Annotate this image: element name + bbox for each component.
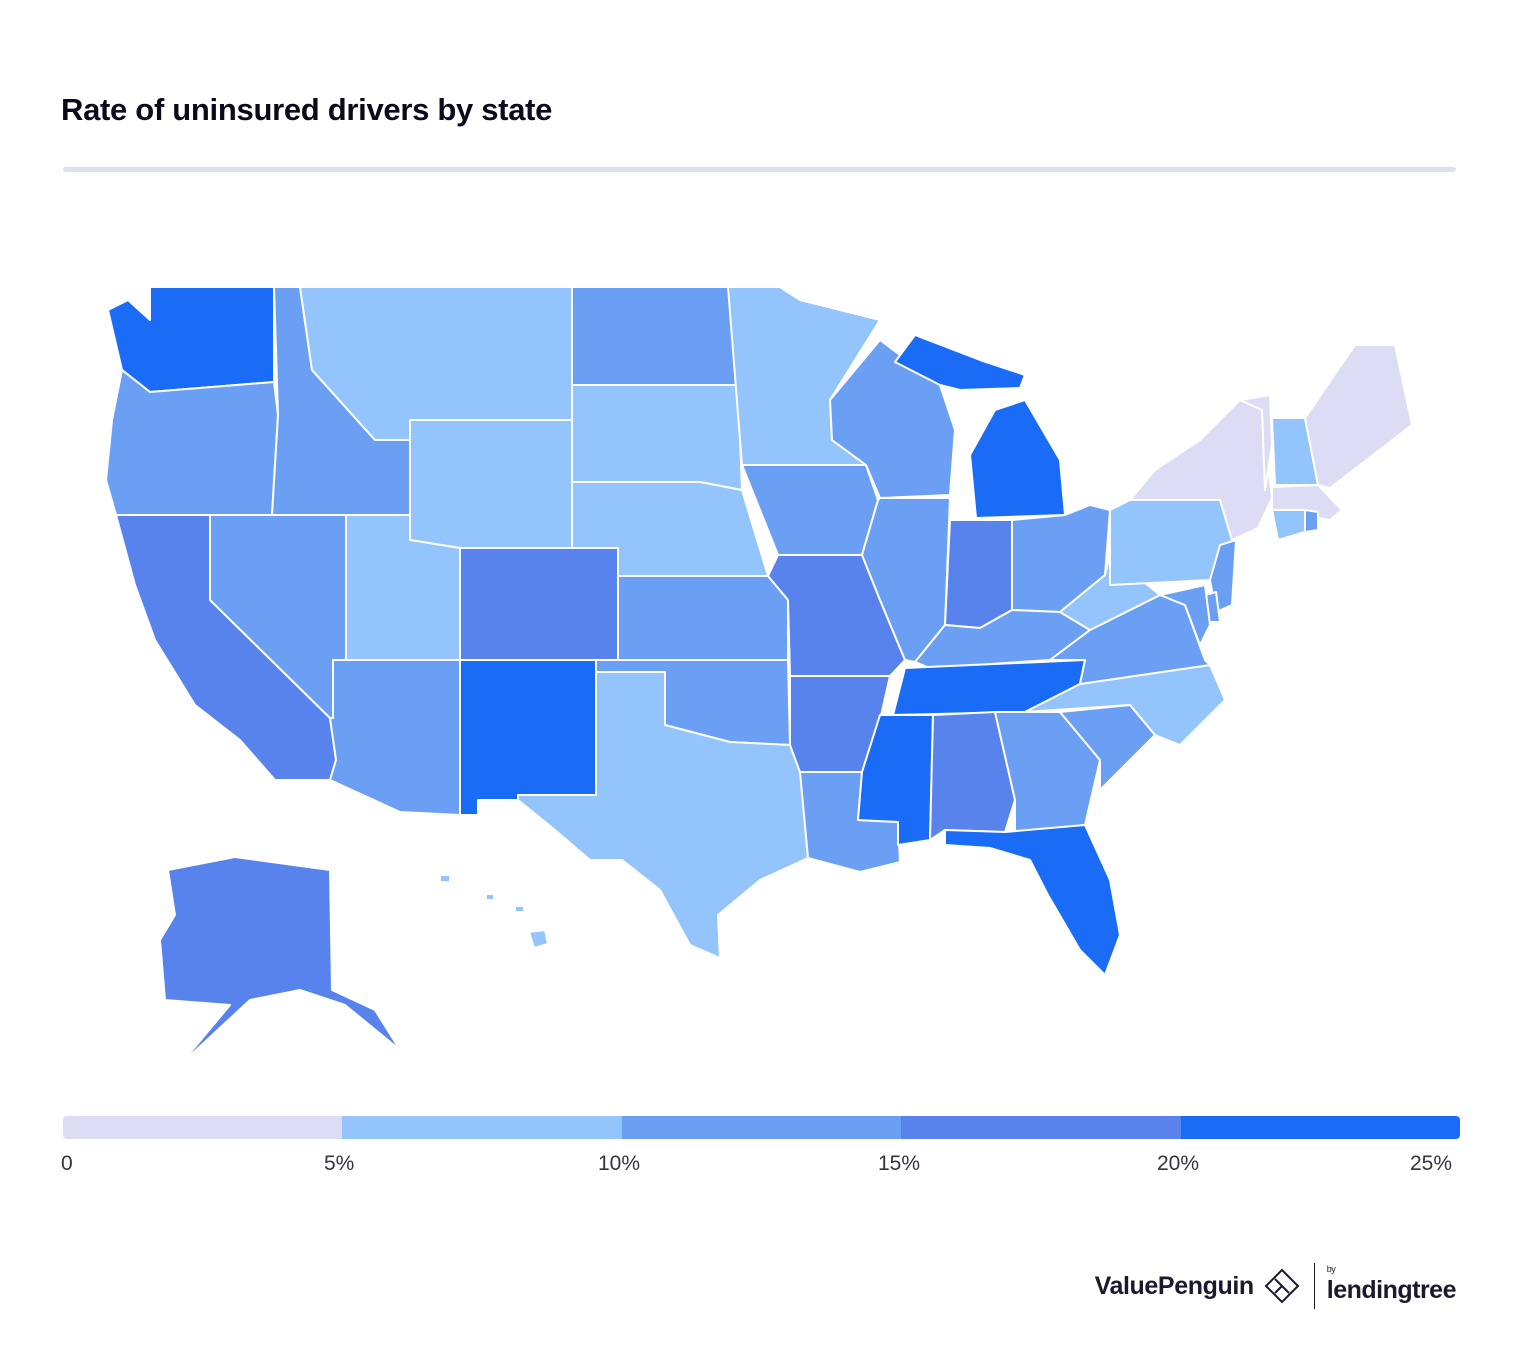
state-oregon[interactable] bbox=[105, 369, 279, 516]
state-texas[interactable] bbox=[517, 671, 809, 959]
legend-bin-10-15 bbox=[621, 1116, 902, 1139]
legend-tick-25: 25% bbox=[1410, 1152, 1453, 1175]
state-kansas[interactable] bbox=[617, 575, 789, 661]
state-new-mexico[interactable] bbox=[459, 659, 597, 816]
legend-color-scale bbox=[63, 1116, 1460, 1139]
state-florida[interactable] bbox=[944, 824, 1121, 976]
state-rhode-island[interactable] bbox=[1304, 509, 1319, 533]
valuepenguin-logo-icon bbox=[1264, 1268, 1300, 1304]
brand-divider bbox=[1313, 1263, 1315, 1309]
title-divider bbox=[63, 167, 1456, 172]
legend-bin-20-25 bbox=[1180, 1116, 1460, 1139]
chart-title: Rate of uninsured drivers by state bbox=[61, 92, 553, 127]
state-alaska[interactable] bbox=[159, 856, 401, 1066]
lendingtree-logo: by lendingtree bbox=[1326, 1264, 1457, 1305]
states-layer bbox=[105, 286, 1413, 1066]
legend-bin-15-20 bbox=[901, 1116, 1181, 1139]
state-connecticut[interactable] bbox=[1271, 509, 1306, 541]
partner-by-label: by bbox=[1326, 1263, 1336, 1274]
state-vermont[interactable] bbox=[1239, 394, 1273, 491]
state-indiana[interactable] bbox=[944, 519, 1013, 629]
state-hawaii[interactable] bbox=[439, 874, 549, 949]
legend-bin-0-5 bbox=[63, 1116, 343, 1139]
state-arizona[interactable] bbox=[329, 659, 461, 816]
state-iowa[interactable] bbox=[741, 464, 879, 556]
legend-tick-10: 10% bbox=[598, 1152, 641, 1175]
legend-tick-15: 15% bbox=[878, 1152, 921, 1175]
legend-tick-20: 20% bbox=[1157, 1152, 1200, 1175]
legend-tick-5: 5% bbox=[324, 1152, 355, 1175]
legend-tick-0: 0 bbox=[61, 1152, 73, 1175]
valuepenguin-logo-text: ValuePenguin bbox=[1094, 1271, 1255, 1300]
lendingtree-logo-text: lendingtree bbox=[1326, 1275, 1457, 1304]
state-washington[interactable] bbox=[107, 286, 275, 393]
legend-bin-5-10 bbox=[342, 1116, 622, 1139]
state-colorado[interactable] bbox=[459, 547, 619, 661]
state-maryland[interactable] bbox=[1159, 584, 1211, 646]
state-north-dakota[interactable] bbox=[571, 286, 739, 386]
footer-branding: ValuePenguin by lendingtree bbox=[1094, 1262, 1457, 1310]
state-south-dakota[interactable] bbox=[571, 384, 743, 491]
state-maine[interactable] bbox=[1304, 344, 1413, 489]
state-wyoming[interactable] bbox=[409, 419, 573, 549]
